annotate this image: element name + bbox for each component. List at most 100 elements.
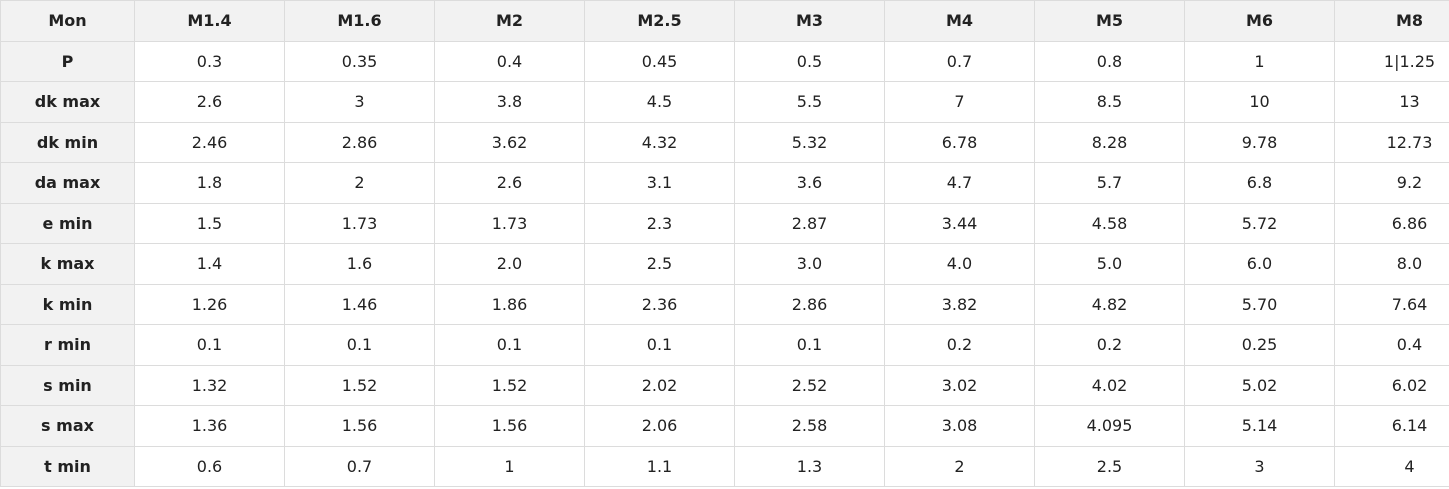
row-label: r min (0, 324, 135, 366)
table-cell: 1.36 (134, 405, 285, 447)
table-cell: 2.86 (734, 283, 885, 325)
table-cell: 3.8 (434, 81, 585, 123)
table-cell: 2.87 (734, 202, 885, 244)
table-cell: 5.14 (1184, 405, 1335, 447)
table-cell: 0.1 (734, 324, 885, 366)
table-cell: 3.6 (734, 162, 885, 204)
row-label: s max (0, 405, 135, 447)
table-cell: 2.86 (284, 121, 435, 163)
table-cell: 1.73 (284, 202, 435, 244)
table-cell: 3 (1184, 445, 1335, 487)
table-cell: 3.82 (884, 283, 1035, 325)
row-label: k max (0, 243, 135, 285)
table-cell: 0.7 (884, 40, 1035, 82)
table-cell: 1.26 (134, 283, 285, 325)
table-cell: 4.82 (1034, 283, 1185, 325)
table-row: dk max 2.6 3 3.8 4.5 5.5 7 8.5 10 13 (0, 81, 1449, 123)
table-cell: 9.2 (1334, 162, 1449, 204)
header-cell: M1.6 (284, 0, 435, 42)
table-cell: 2.0 (434, 243, 585, 285)
table-cell: 3.44 (884, 202, 1035, 244)
table-cell: 2 (884, 445, 1035, 487)
table-cell: 0.3 (134, 40, 285, 82)
table-cell: 2.5 (584, 243, 735, 285)
table-cell: 0.6 (134, 445, 285, 487)
table-cell: 3.1 (584, 162, 735, 204)
table-row: da max 1.8 2 2.6 3.1 3.6 4.7 5.7 6.8 9.2 (0, 162, 1449, 204)
table-cell: 1.8 (134, 162, 285, 204)
table-cell: 0.1 (434, 324, 585, 366)
table-cell: 5.7 (1034, 162, 1185, 204)
header-cell: M2.5 (584, 0, 735, 42)
table-cell: 1.56 (434, 405, 585, 447)
row-label: dk min (0, 121, 135, 163)
table-cell: 5.32 (734, 121, 885, 163)
table-cell: 4.095 (1034, 405, 1185, 447)
table-cell: 2.02 (584, 364, 735, 406)
table-cell: 2 (284, 162, 435, 204)
table-cell: 4.5 (584, 81, 735, 123)
table-cell: 0.5 (734, 40, 885, 82)
table-cell: 5.5 (734, 81, 885, 123)
table-cell: 3.0 (734, 243, 885, 285)
table-cell: 0.7 (284, 445, 435, 487)
table-cell: 0.8 (1034, 40, 1185, 82)
table-cell: 7.64 (1334, 283, 1449, 325)
table-row: k min 1.26 1.46 1.86 2.36 2.86 3.82 4.82 5.70 7.6… (0, 283, 1449, 325)
table-cell: 6.8 (1184, 162, 1335, 204)
header-cell: M2 (434, 0, 585, 42)
table-cell: 7 (884, 81, 1035, 123)
header-cell: Mon (0, 0, 135, 42)
table-cell: 6.02 (1334, 364, 1449, 406)
table-cell: 1.52 (434, 364, 585, 406)
table-cell: 4.32 (584, 121, 735, 163)
table-row: dk min 2.46 2.86 3.62 4.32 5.32 6.78 8.28 9.78 12… (0, 121, 1449, 163)
table-cell: 12.73 (1334, 121, 1449, 163)
table-cell: 1.5 (134, 202, 285, 244)
header-cell: M6 (1184, 0, 1335, 42)
table-cell: 2.6 (434, 162, 585, 204)
table-row: s max 1.36 1.56 1.56 2.06 2.58 3.08 4.095 5.14 6.… (0, 405, 1449, 447)
header-cell: M8 (1334, 0, 1449, 42)
table-cell: 1.6 (284, 243, 435, 285)
table-cell: 4.58 (1034, 202, 1185, 244)
table-cell: 1.73 (434, 202, 585, 244)
header-cell: M4 (884, 0, 1035, 42)
table-row: s min 1.32 1.52 1.52 2.02 2.52 3.02 4.02 5.02 6.0… (0, 364, 1449, 406)
header-row: Mon M1.4 M1.6 M2 M2.5 M3 M4 M5 M6 M8 (0, 0, 1449, 42)
table-cell: 2.36 (584, 283, 735, 325)
table-cell: 10 (1184, 81, 1335, 123)
table-cell: 0.35 (284, 40, 435, 82)
table-cell: 6.78 (884, 121, 1035, 163)
header-cell: M5 (1034, 0, 1185, 42)
table-cell: 1.4 (134, 243, 285, 285)
table-cell: 2.46 (134, 121, 285, 163)
table-cell: 2.06 (584, 405, 735, 447)
table-row: e min 1.5 1.73 1.73 2.3 2.87 3.44 4.58 5.72 6.86 (0, 202, 1449, 244)
table-cell: 4.7 (884, 162, 1035, 204)
table-cell: 6.86 (1334, 202, 1449, 244)
table-cell: 4 (1334, 445, 1449, 487)
table-cell: 1.56 (284, 405, 435, 447)
row-label: s min (0, 364, 135, 406)
row-label: e min (0, 202, 135, 244)
table-cell: 2.52 (734, 364, 885, 406)
table-cell: 2.6 (134, 81, 285, 123)
table-cell: 2.3 (584, 202, 735, 244)
table-cell: 1 (434, 445, 585, 487)
table-cell: 3.02 (884, 364, 1035, 406)
table-cell: 1.86 (434, 283, 585, 325)
header-cell: M1.4 (134, 0, 285, 42)
table-cell: 5.02 (1184, 364, 1335, 406)
table-cell: 3.62 (434, 121, 585, 163)
table-cell: 0.2 (884, 324, 1035, 366)
row-label: P (0, 40, 135, 82)
table-cell: 1 (1184, 40, 1335, 82)
header-cell: M3 (734, 0, 885, 42)
table-cell: 8.0 (1334, 243, 1449, 285)
table-cell: 13 (1334, 81, 1449, 123)
table-cell: 6.0 (1184, 243, 1335, 285)
table-cell: 2.5 (1034, 445, 1185, 487)
table-cell: 0.4 (1334, 324, 1449, 366)
